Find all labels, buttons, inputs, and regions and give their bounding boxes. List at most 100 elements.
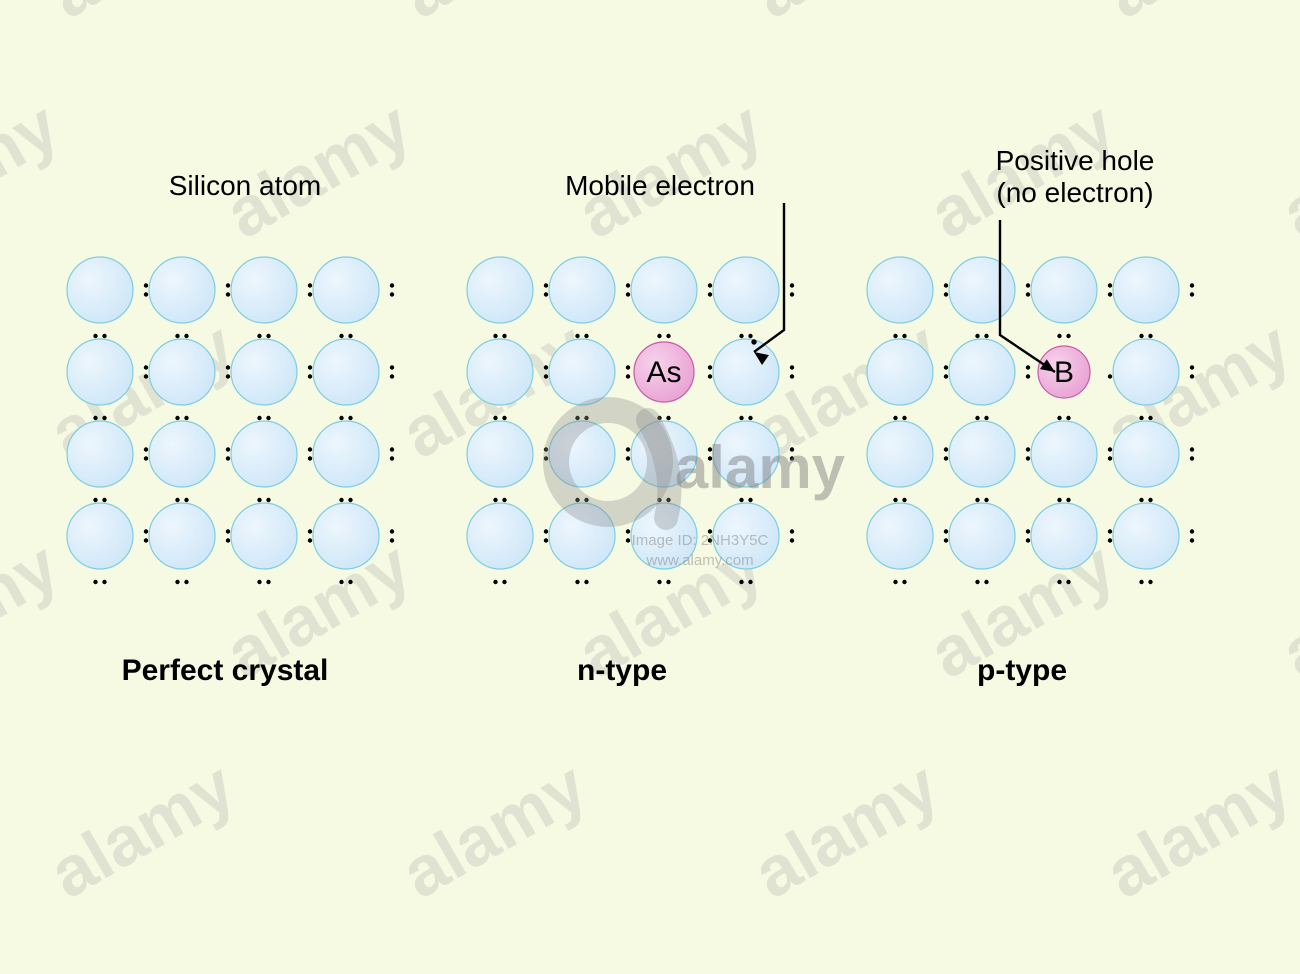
bond-electron — [93, 416, 97, 420]
bond-electron — [984, 334, 988, 338]
bond-electron — [626, 538, 630, 542]
bond-electron — [339, 580, 343, 584]
bond-electron — [902, 334, 906, 338]
panel-top-label: Positive hole — [996, 145, 1155, 176]
bond-electron — [502, 334, 506, 338]
bond-electron — [893, 580, 897, 584]
bond-electron — [308, 374, 312, 378]
bond-electron — [944, 456, 948, 460]
silicon-atom — [949, 339, 1015, 405]
panel-bottom-label: Perfect crystal — [122, 654, 329, 687]
bond-electron — [175, 334, 179, 338]
bond-electron — [544, 283, 548, 287]
bond-electron — [390, 456, 394, 460]
bond-electron — [184, 416, 188, 420]
bond-electron — [544, 365, 548, 369]
silicon-atom — [949, 421, 1015, 487]
silicon-atom — [67, 503, 133, 569]
bond-electron — [975, 416, 979, 420]
bond-electron — [348, 580, 352, 584]
silicon-atom — [231, 503, 297, 569]
bond-electron — [144, 447, 148, 451]
bond-electron — [1026, 374, 1030, 378]
bond-electron — [1190, 529, 1194, 533]
bond-electron — [184, 498, 188, 502]
bond-electron — [1026, 456, 1030, 460]
bond-electron — [790, 283, 794, 287]
bond-electron — [390, 283, 394, 287]
bond-electron — [975, 498, 979, 502]
bond-electron — [944, 447, 948, 451]
silicon-atom — [949, 257, 1015, 323]
bond-electron — [175, 580, 179, 584]
bond-electron — [575, 334, 579, 338]
bond-electron — [390, 447, 394, 451]
bond-electron — [226, 374, 230, 378]
bond-electron — [626, 374, 630, 378]
svg-text:Image ID: 2NH3Y5C: Image ID: 2NH3Y5C — [632, 532, 769, 549]
bond-electron — [1026, 538, 1030, 542]
silicon-atom — [467, 257, 533, 323]
bond-electron — [184, 580, 188, 584]
bond-electron — [1190, 447, 1194, 451]
dopant-label: As — [646, 356, 681, 389]
bond-electron — [790, 538, 794, 542]
silicon-atom — [467, 503, 533, 569]
silicon-atom — [67, 339, 133, 405]
bond-electron — [1190, 365, 1194, 369]
bond-electron — [1139, 498, 1143, 502]
bond-electron — [339, 334, 343, 338]
bond-electron — [226, 365, 230, 369]
bond-electron — [708, 292, 712, 296]
bond-electron — [666, 334, 670, 338]
bond-electron — [1190, 292, 1194, 296]
bond-electron — [1190, 374, 1194, 378]
bond-electron — [544, 529, 548, 533]
bond-electron — [226, 283, 230, 287]
svg-text:www.alamy.com: www.alamy.com — [645, 552, 753, 569]
bond-electron — [708, 374, 712, 378]
bond-electron — [944, 292, 948, 296]
silicon-atom — [149, 421, 215, 487]
bond-electron — [390, 529, 394, 533]
silicon-atom — [467, 339, 533, 405]
silicon-atom — [467, 421, 533, 487]
bond-electron — [626, 283, 630, 287]
silicon-atom — [1113, 339, 1179, 405]
bond-electron — [502, 498, 506, 502]
bond-electron — [308, 447, 312, 451]
bond-electron — [226, 447, 230, 451]
bond-electron — [493, 334, 497, 338]
bond-electron — [584, 334, 588, 338]
bond-electron — [984, 416, 988, 420]
silicon-atom — [1031, 421, 1097, 487]
silicon-atom — [313, 421, 379, 487]
bond-electron — [544, 538, 548, 542]
bond-electron — [257, 416, 261, 420]
panel-top-label: Silicon atom — [169, 170, 322, 201]
bond-electron — [975, 580, 979, 584]
bond-electron — [1026, 365, 1030, 369]
bond-electron — [1057, 334, 1061, 338]
silicon-atom — [631, 257, 697, 323]
bond-electron — [944, 283, 948, 287]
bond-electron — [748, 416, 752, 420]
bond-electron — [390, 374, 394, 378]
bond-electron — [893, 416, 897, 420]
bond-electron — [1057, 416, 1061, 420]
diagram-svg: alamyalamyalamyalamyalamyalamyalamyalamy… — [0, 0, 1300, 974]
bond-electron — [790, 374, 794, 378]
silicon-atom — [1113, 421, 1179, 487]
bond-electron — [893, 498, 897, 502]
bond-electron — [266, 416, 270, 420]
silicon-atom — [231, 421, 297, 487]
bond-electron — [1108, 374, 1112, 378]
silicon-atom — [549, 257, 615, 323]
bond-electron — [1108, 283, 1112, 287]
bond-electron — [739, 416, 743, 420]
silicon-atom — [713, 257, 779, 323]
bond-electron — [626, 447, 630, 451]
bond-electron — [1108, 456, 1112, 460]
bond-electron — [493, 498, 497, 502]
bond-electron — [226, 538, 230, 542]
